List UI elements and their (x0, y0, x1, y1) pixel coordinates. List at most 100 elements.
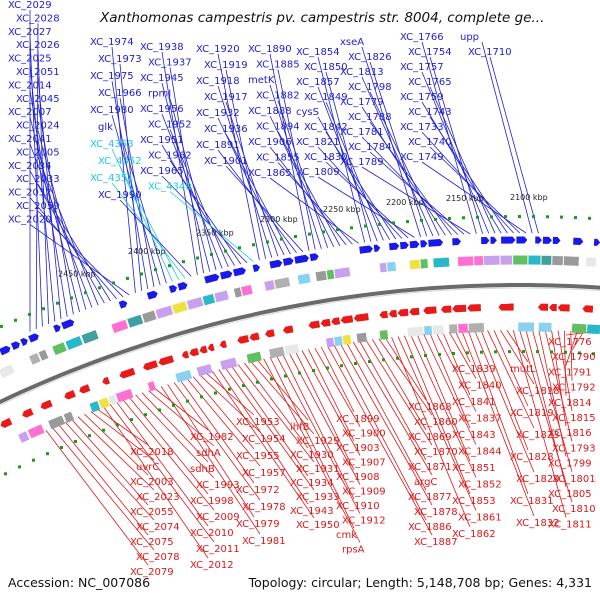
tick-dot-outer (70, 296, 73, 300)
bottom-gene-label: XC_1979 (236, 519, 280, 530)
gene-feature (158, 355, 175, 366)
top-leader-line (161, 82, 211, 272)
tick-dot-outer (504, 215, 507, 219)
gene-feature (118, 300, 128, 309)
tick-dot-outer (238, 246, 241, 250)
bottom-gene-label: XC_1972 (236, 485, 280, 496)
gene-feature (274, 277, 291, 289)
bottom-gene-label: XC_1954 (242, 434, 286, 445)
bottom-gene-label: XC_1853 (452, 496, 496, 507)
bottom-gene-label: XC_1933 (296, 492, 340, 503)
bottom-leader-line (480, 330, 529, 451)
map-title: Xanthomonas campestris pv. campestris st… (100, 10, 545, 26)
top-leader-line (325, 101, 384, 241)
top-leader-line (361, 166, 471, 235)
top-leader-line (369, 61, 428, 237)
top-leader-line (29, 170, 105, 304)
top-gene-label: XC_1888 (248, 106, 292, 117)
bottom-gene-label: XC_1776 (548, 337, 592, 348)
bottom-gene-label: XC_1998 (190, 496, 234, 507)
bottom-gene-label: XC_1837 (458, 414, 502, 425)
bottom-gene-label: XC_1852 (458, 480, 502, 491)
tick-dot-outer (420, 218, 423, 222)
bottom-gene-label: XC_1844 (458, 447, 502, 458)
bottom-leader-line (141, 392, 209, 463)
top-gene-label: XC_2034 (8, 161, 52, 172)
tick-dot-inner (228, 387, 231, 391)
tick-dot-inner (522, 350, 525, 353)
bottom-leader-line (461, 331, 535, 517)
top-gene-label: XC_2005 (16, 147, 60, 158)
bottom-leader-line (410, 334, 477, 478)
gene-feature (28, 333, 39, 343)
bottom-leader-line (308, 349, 355, 442)
bottom-gene-label: XC_1810 (552, 504, 596, 515)
bottom-gene-label: XC_1851 (452, 463, 496, 474)
gene-feature (409, 307, 420, 316)
top-gene-label: XC_2033 (16, 174, 60, 185)
gene-feature (199, 345, 208, 354)
tick-dot-inner (564, 350, 567, 354)
bottom-leader-line (263, 358, 361, 543)
bottom-gene-label: XC_1799 (548, 459, 592, 470)
gene-feature (331, 317, 341, 326)
gene-feature (102, 376, 111, 385)
gene-feature (146, 290, 158, 300)
gene-feature (79, 384, 91, 394)
bottom-gene-label: XC_2009 (196, 512, 240, 523)
top-leader-line (35, 23, 39, 330)
top-gene-label: XC_1710 (468, 47, 512, 58)
gene-feature (516, 236, 528, 244)
top-gene-label: XC_1936 (204, 124, 248, 135)
gene-feature (388, 242, 400, 251)
gene-feature (379, 262, 387, 273)
bottom-gene-label: XC_1860 (414, 417, 458, 428)
bottom-leader-line (71, 419, 149, 506)
top-gene-label: XC_1740 (408, 137, 452, 148)
bottom-leader-line (167, 384, 255, 518)
gene-feature (189, 347, 200, 357)
gene-feature (143, 360, 158, 371)
gene-feature (232, 267, 246, 277)
bottom-gene-label: XC_1886 (408, 522, 452, 533)
top-leader-line (161, 175, 248, 264)
bottom-leader-line (455, 331, 471, 363)
gene-feature (284, 343, 300, 356)
bottom-leader-line (333, 344, 427, 521)
bottom-leader-line (160, 386, 261, 535)
gene-feature (249, 332, 260, 341)
bottom-leader-line (212, 370, 315, 519)
gene-feature (585, 257, 596, 267)
gene-feature (252, 264, 261, 272)
top-gene-label: XC_1855 (256, 153, 300, 164)
tick-dot-inner (480, 350, 483, 354)
gene-feature (89, 401, 101, 413)
top-leader-line (317, 146, 403, 239)
bottom-gene-label: cmk (336, 530, 357, 541)
gene-feature (424, 325, 433, 336)
bottom-gene-label: XC_2078 (136, 552, 180, 563)
gene-feature (204, 273, 220, 284)
gene-feature (282, 257, 294, 266)
top-leader-line (369, 91, 440, 236)
tick-dot-outer (476, 215, 479, 219)
top-leader-line (277, 69, 316, 250)
top-leader-line (225, 101, 279, 257)
tick-dot-inner (172, 403, 175, 407)
top-leader-line (37, 210, 124, 298)
tick-dot-inner (312, 369, 315, 372)
gene-feature (397, 308, 409, 317)
top-leader-line (225, 69, 266, 259)
gene-feature (342, 334, 352, 345)
top-leader-line (119, 63, 142, 291)
gene-feature (557, 304, 570, 312)
bottom-leader-line (378, 338, 433, 416)
bottom-gene-label: XC_1801 (552, 474, 596, 485)
top-gene-label: XC_1821 (296, 137, 340, 148)
gene-feature (325, 337, 335, 348)
top-gene-label: XC_1965 (140, 166, 184, 177)
gene-feature (81, 330, 99, 344)
bottom-gene-label: XC_1861 (458, 513, 502, 524)
gene-feature (563, 256, 579, 266)
bottom-leader-line (570, 331, 573, 381)
